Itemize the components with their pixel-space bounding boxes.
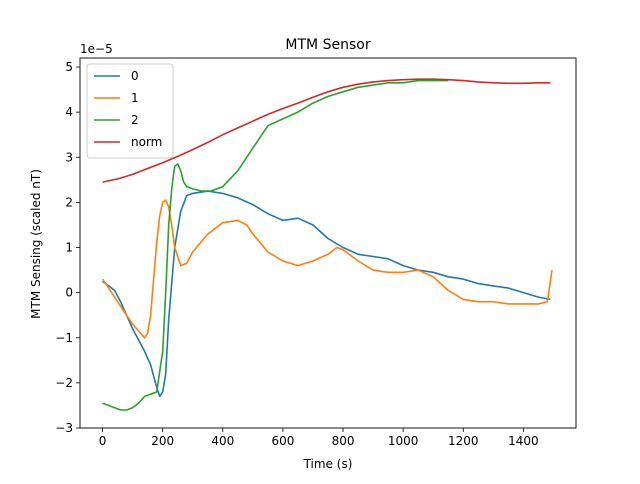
y-tick-label: −2 (55, 376, 73, 390)
y-tick-label: 5 (65, 60, 73, 74)
axis-ticks: 0 200 400 600 800 1000 1200 1400 −3 −2 −1 0 1 2 3 4 5 (55, 60, 538, 448)
y-tick-label: 0 (65, 286, 73, 300)
series-line-3 (102, 78, 551, 183)
x-tick-label: 1000 (388, 434, 419, 448)
series-line-2 (102, 79, 449, 411)
legend-box (86, 63, 174, 159)
chart-title: MTM Sensor (285, 37, 370, 53)
legend-label: 1 (131, 91, 139, 105)
plot-area-frame (79, 57, 577, 429)
x-tick-label: 400 (211, 434, 234, 448)
y-tick-label: 1 (65, 241, 73, 255)
x-tick-label: 0 (99, 434, 107, 448)
legend-label: norm (131, 135, 162, 149)
y-tick-label: −3 (55, 421, 73, 435)
legend-label: 0 (131, 69, 139, 83)
series-line-0 (102, 190, 551, 398)
series-line-1 (101, 199, 553, 339)
x-tick-label: 1200 (448, 434, 479, 448)
legend: 0 1 2 norm (86, 63, 174, 159)
series-lines (101, 78, 553, 411)
x-tick-label: 800 (332, 434, 355, 448)
legend-label: 2 (131, 113, 139, 127)
y-axis-scale-label: 1e−5 (80, 42, 113, 56)
x-tick-label: 200 (151, 434, 174, 448)
y-tick-label: 2 (65, 195, 73, 209)
x-tick-label: 600 (271, 434, 294, 448)
y-tick-label: 3 (65, 150, 73, 164)
y-tick-label: 4 (65, 105, 73, 119)
x-tick-label: 1400 (508, 434, 539, 448)
y-axis-label: MTM Sensing (scaled nT) (29, 169, 43, 319)
x-axis-label: Time (s) (303, 457, 353, 471)
y-tick-label: −1 (55, 331, 73, 345)
